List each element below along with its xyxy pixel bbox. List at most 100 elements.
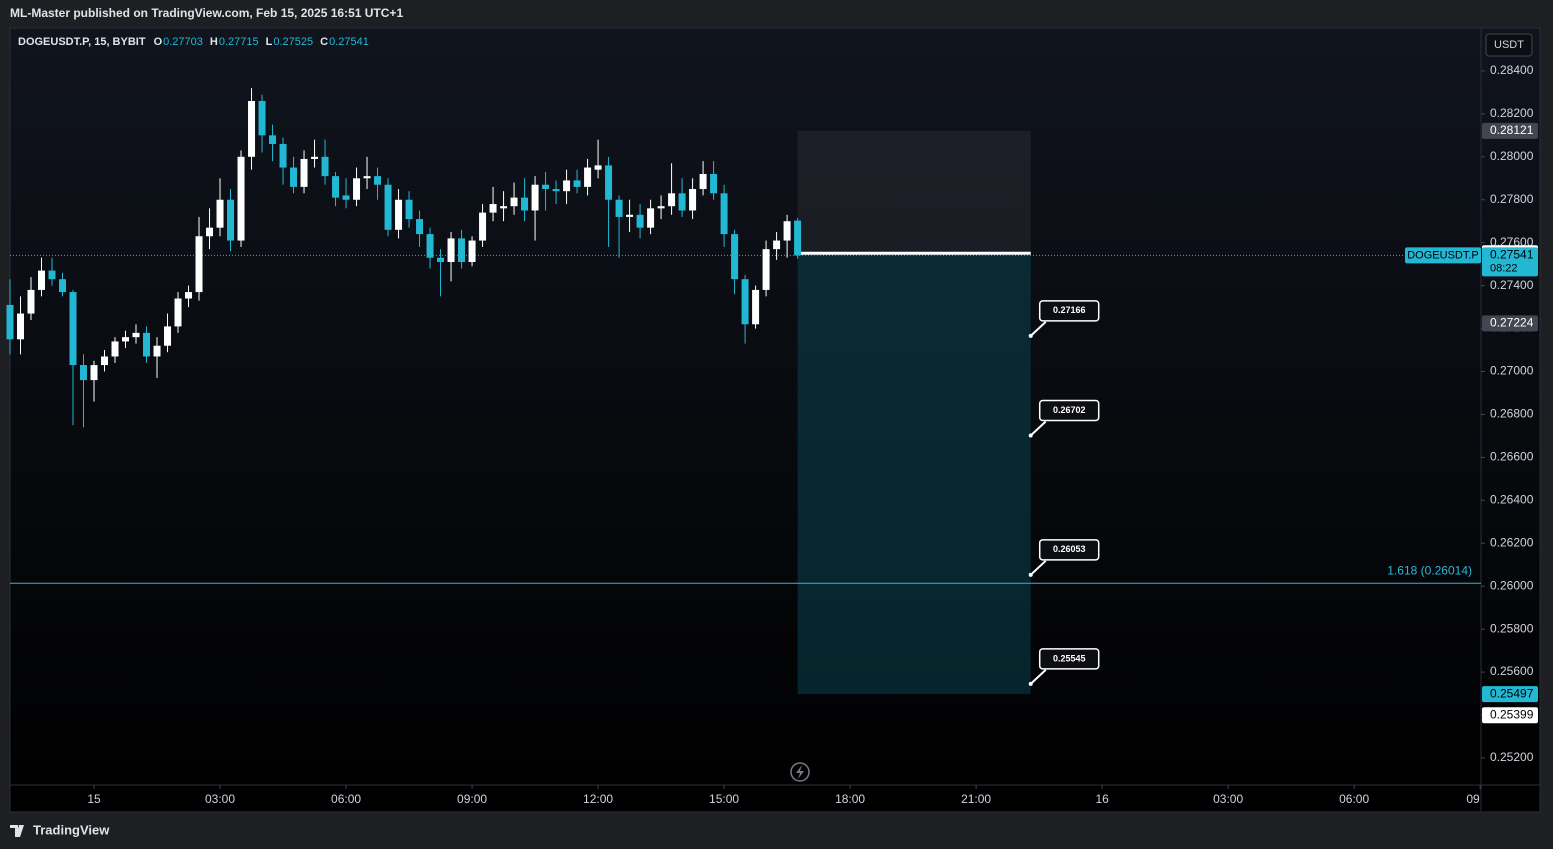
x-tick-label: 16 [1095, 792, 1109, 806]
candle-body [374, 176, 382, 185]
candle-body [237, 156, 245, 241]
header: ML-Master published on TradingView.com, … [10, 6, 403, 20]
candle-body [762, 249, 770, 290]
stop-zone [797, 130, 1031, 254]
countdown: 08:22 [1490, 262, 1518, 274]
currency-box [1485, 33, 1533, 57]
lightning-icon [790, 762, 810, 782]
candle-body [741, 279, 749, 325]
price-label-bg [1482, 686, 1538, 703]
candle-body [227, 199, 235, 241]
candle-body [668, 193, 676, 207]
candle-body [342, 195, 350, 200]
callout-anchor [1028, 433, 1033, 438]
candle-body [384, 184, 392, 230]
callout-anchor [1028, 681, 1033, 686]
candle-body [542, 184, 550, 190]
y-tick-label: 0.25800 [1490, 621, 1534, 635]
callout-anchor [1028, 572, 1033, 577]
candle-body [678, 193, 686, 211]
x-tick-label: 09:00 [457, 792, 487, 806]
ohlc-value: 0.27541 [329, 36, 369, 48]
y-tick-label: 0.25600 [1490, 664, 1534, 678]
callout-label: 0.26053 [1053, 544, 1086, 554]
candle-body [69, 292, 77, 366]
candle-body [773, 240, 781, 250]
candle-body [636, 214, 644, 228]
candle-body [647, 208, 655, 228]
y-tick-label: 0.26000 [1490, 578, 1534, 592]
candle-body [332, 176, 340, 198]
y-tick-label: 0.26800 [1490, 407, 1534, 421]
candle-body [122, 337, 130, 342]
price-label: 0.27224 [1490, 316, 1534, 330]
candle-body [710, 173, 718, 194]
candle-body [206, 227, 214, 237]
candle-body [353, 178, 361, 200]
callout-label: 0.27166 [1053, 305, 1086, 315]
candle-body [584, 167, 592, 187]
y-tick-label: 0.27000 [1490, 364, 1534, 378]
callout-pointer [1030, 669, 1047, 685]
candle-body [80, 365, 88, 381]
last-price: 0.27541 [1490, 248, 1534, 262]
price-label: 0.28121 [1490, 123, 1534, 137]
callout-label: 0.25545 [1053, 653, 1086, 663]
candle-body [290, 167, 298, 187]
candle-body [132, 332, 140, 338]
candle-body [489, 204, 497, 213]
candle-body [395, 199, 403, 230]
candle-body [6, 304, 14, 340]
candle-body [699, 173, 707, 190]
x-tick-label: 21:00 [961, 792, 991, 806]
candle-body [258, 100, 266, 136]
callout-box [1038, 539, 1100, 561]
candle-body [531, 184, 539, 211]
candle-body [153, 345, 161, 357]
ohlc-letter: L [266, 36, 273, 48]
ohlc-letter: C [320, 36, 328, 48]
symbol-tag-bg [1405, 247, 1481, 264]
callout-box [1038, 300, 1100, 322]
x-tick-label: 03:00 [1213, 792, 1243, 806]
ohlc-letter: H [210, 36, 218, 48]
x-tick-label: 12:00 [583, 792, 613, 806]
price-label: 0.25497 [1490, 686, 1534, 700]
ohlc-value: 0.27703 [163, 36, 203, 48]
y-tick-label: 0.28200 [1490, 106, 1534, 120]
candle-body [626, 214, 634, 217]
candle-body [783, 221, 791, 241]
candle-body [48, 270, 56, 280]
symbol-tag: DOGEUSDT.P [1407, 249, 1479, 261]
candle-body [416, 219, 424, 235]
pane [9, 27, 1541, 813]
x-tick-label: 03:00 [205, 792, 235, 806]
candle-body [573, 180, 581, 187]
callout-anchor [1028, 333, 1033, 338]
callout-box [1038, 399, 1100, 422]
callout-label: 0.26702 [1053, 405, 1086, 415]
candle-body [311, 156, 319, 159]
y-tick-label: 0.28400 [1490, 63, 1534, 77]
candle-body [59, 279, 67, 293]
callout-pointer [1030, 560, 1047, 576]
candle-body [752, 289, 760, 325]
candle-body [174, 298, 182, 327]
candle-body [405, 199, 413, 220]
candle-body [90, 365, 98, 381]
symbol-title: DOGEUSDT.P, 15, BYBIT [18, 36, 146, 48]
candle-body [458, 238, 466, 263]
candle-body [594, 165, 602, 170]
callout-pointer [1030, 420, 1047, 437]
candle-body [17, 313, 25, 340]
currency: USDT [1494, 39, 1524, 51]
candle-body [321, 156, 329, 177]
candle-body [101, 356, 109, 366]
candle-body [605, 165, 613, 200]
y-tick-label: 0.27800 [1490, 192, 1534, 206]
candle-body [657, 206, 665, 209]
candle-body [164, 326, 172, 346]
price-label-bg [1482, 122, 1538, 139]
